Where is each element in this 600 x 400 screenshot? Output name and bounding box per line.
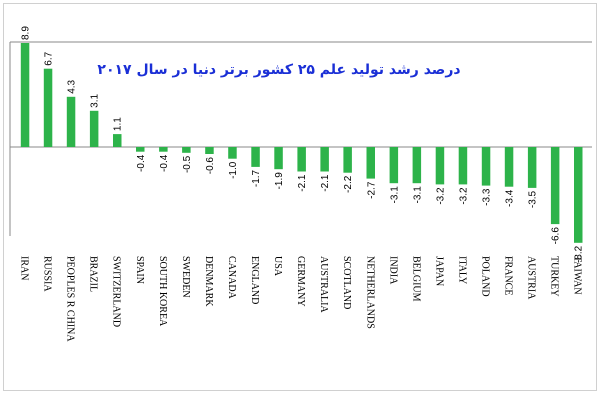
bar-poland	[481, 147, 491, 186]
value-label: -2.7	[366, 181, 377, 199]
bar-peoples-r-china	[66, 96, 76, 147]
chart-title: درصد رشد تولید علم ۲۵ کشور برتر دنیا در …	[97, 62, 460, 78]
category-label: DENMARK	[203, 256, 214, 307]
value-label: -1.7	[251, 169, 262, 187]
value-label: 8.9	[21, 26, 32, 40]
category-label: ENGLAND	[249, 256, 260, 304]
value-label: -3.2	[458, 187, 469, 205]
bar-spain	[136, 147, 145, 152]
value-label: -2.1	[320, 174, 331, 192]
bar-brazil	[89, 110, 99, 147]
bar-denmark	[205, 147, 214, 154]
bar-japan	[435, 147, 445, 185]
value-label: -0.4	[159, 154, 170, 172]
category-label: IRAN	[19, 256, 30, 280]
category-label: CANADA	[226, 256, 237, 300]
value-label: -0.5	[182, 155, 193, 173]
value-label: -1.9	[274, 172, 285, 190]
bar-england	[251, 147, 260, 167]
bar-france	[504, 147, 514, 187]
category-label: SWITZERLAND	[111, 256, 122, 327]
bar-russia	[43, 68, 53, 147]
category-label: NETHERLANDS	[364, 256, 375, 329]
bar-taiwan	[574, 147, 583, 243]
value-label: -6.6	[551, 227, 562, 245]
category-label: SWEDEN	[180, 256, 191, 298]
category-label: BELGIUM	[410, 256, 421, 302]
bar-scotland	[343, 147, 352, 173]
value-label: -3.2	[435, 187, 446, 205]
value-label: -3.5	[528, 190, 539, 208]
category-label: BRAZIL	[88, 256, 99, 292]
category-label: AUSTRALIA	[318, 256, 329, 313]
value-labels-group: 8.9 6.7 4.3 3.1 1.1 -0.4 -0.4 -0.5 -0.6 -1.0 -1.7 -…	[21, 26, 585, 263]
category-label: FRANCE	[503, 256, 514, 295]
value-label: -0.6	[205, 157, 216, 175]
bar-italy	[458, 147, 468, 185]
bar-australia	[320, 147, 329, 172]
bar-usa	[274, 147, 283, 170]
value-label: -3.1	[412, 186, 423, 204]
category-label: SOUTH KOREA	[157, 256, 168, 327]
category-label: TAIWAN	[572, 256, 583, 295]
bar-iran	[20, 43, 30, 147]
category-label: USA	[272, 256, 283, 277]
value-label: 1.1	[113, 117, 124, 131]
bar-belgium	[412, 147, 422, 184]
category-label: PEOPLES R CHINA	[65, 256, 76, 342]
value-label: 4.3	[67, 79, 78, 93]
value-label: -3.4	[505, 189, 516, 207]
bar-south-korea	[159, 147, 168, 152]
category-label: AUSTRIA	[526, 256, 537, 300]
category-label: JAPAN	[433, 256, 444, 286]
value-label: -8.2	[574, 245, 585, 263]
category-label: SCOTLAND	[341, 256, 352, 309]
bar-chart: درصد رشد تولید علم ۲۵ کشور برتر دنیا در …	[9, 26, 592, 342]
value-label: 3.1	[90, 93, 101, 107]
chart-frame: درصد رشد تولید علم ۲۵ کشور برتر دنیا در …	[3, 3, 597, 391]
value-label: -3.3	[482, 188, 493, 206]
category-label: TURKEY	[549, 256, 560, 297]
category-label: INDIA	[387, 256, 398, 285]
value-label: -2.1	[297, 174, 308, 192]
bar-switzerland	[113, 134, 122, 147]
category-label: RUSSIA	[42, 256, 53, 292]
value-label: 6.7	[44, 51, 55, 65]
value-label: -3.1	[389, 186, 400, 204]
value-label: -1.0	[228, 161, 239, 179]
category-label: ITALY	[456, 256, 467, 284]
bar-turkey	[550, 147, 560, 225]
bar-india	[389, 147, 399, 184]
bar-sweden	[182, 147, 191, 153]
value-label: -0.4	[136, 154, 147, 172]
bars-group	[20, 43, 583, 243]
bar-canada	[228, 147, 237, 159]
value-label: -2.2	[343, 175, 354, 193]
category-labels-group: IRAN RUSSIA PEOPLES R CHINA BRAZIL SWITZERLA…	[19, 256, 583, 342]
category-label: SPAIN	[134, 256, 145, 284]
category-label: POLAND	[480, 256, 491, 297]
category-label: GERMANY	[295, 256, 306, 307]
bar-netherlands	[366, 147, 375, 179]
bar-austria	[527, 147, 537, 188]
bar-germany	[297, 147, 306, 172]
